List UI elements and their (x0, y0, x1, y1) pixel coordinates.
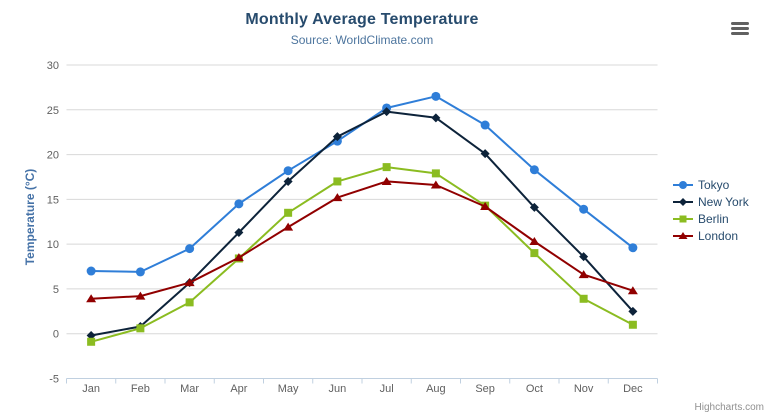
point-new-york-sep[interactable] (480, 149, 490, 159)
point-berlin-jan[interactable] (87, 337, 96, 346)
legend-item-new-york[interactable]: New York (673, 193, 749, 210)
point-london-jun[interactable] (332, 193, 343, 202)
x-axis-label: Jun (329, 383, 347, 395)
y-axis-title: Temperature (°C) (23, 168, 37, 266)
hamburger-menu-icon (731, 22, 749, 25)
point-london-sep[interactable] (480, 202, 491, 211)
legend-label: New York (698, 194, 749, 209)
x-axis-label: May (278, 383, 299, 395)
point-london-apr[interactable] (233, 253, 244, 262)
legend-diamond (679, 197, 687, 206)
y-axis-label: 30 (47, 60, 59, 72)
point-tokyo-may[interactable] (283, 166, 293, 176)
x-axis-label: Mar (180, 383, 199, 395)
y-axis-label: 25 (47, 105, 59, 117)
point-new-york-jan[interactable] (86, 331, 96, 341)
point-london-nov[interactable] (578, 270, 589, 279)
point-tokyo-oct[interactable] (529, 165, 539, 175)
legend-label: Berlin (698, 211, 729, 226)
point-london-jul[interactable] (381, 176, 392, 185)
point-london-aug[interactable] (430, 180, 441, 189)
point-berlin-feb[interactable] (136, 324, 145, 333)
legend-marker-triangle-icon (673, 231, 693, 239)
legend: Tokyo New York Berlin London (673, 176, 749, 244)
hamburger-menu-icon (731, 32, 749, 35)
point-new-york-apr[interactable] (234, 227, 244, 237)
point-new-york-may[interactable] (283, 176, 293, 186)
x-axis-label: Apr (230, 383, 247, 395)
point-berlin-aug[interactable] (431, 169, 440, 178)
point-berlin-mar[interactable] (185, 298, 194, 307)
point-tokyo-feb[interactable] (135, 267, 145, 277)
point-berlin-dec[interactable] (628, 320, 637, 329)
y-axis-label: 0 (53, 329, 59, 341)
point-tokyo-apr[interactable] (234, 199, 244, 209)
legend-label: London (698, 228, 739, 243)
chart-subtitle: Source: WorldClimate.com (290, 33, 434, 47)
point-new-york-dec[interactable] (628, 306, 638, 316)
highcharts-credit[interactable]: Highcharts.com (694, 402, 764, 413)
point-london-jan[interactable] (86, 294, 97, 303)
x-axis-label: Feb (131, 383, 150, 395)
x-axis-label: Dec (623, 383, 643, 395)
chart-title: Monthly Average Temperature (245, 11, 479, 28)
y-axis-label: -5 (49, 374, 59, 386)
point-berlin-jun[interactable] (333, 177, 342, 186)
legend-circle (679, 180, 687, 189)
point-tokyo-aug[interactable] (431, 91, 441, 101)
x-axis-label: Aug (426, 383, 446, 395)
point-berlin-oct[interactable] (530, 249, 539, 258)
x-axis-label: Jul (380, 383, 394, 395)
legend-item-tokyo[interactable]: Tokyo (673, 176, 749, 193)
legend-square (679, 215, 687, 222)
point-london-mar[interactable] (184, 278, 195, 287)
point-tokyo-mar[interactable] (185, 244, 195, 254)
y-axis-label: 15 (47, 194, 59, 206)
x-axis-label: Jan (82, 383, 100, 395)
point-new-york-nov[interactable] (579, 252, 589, 262)
point-new-york-aug[interactable] (431, 113, 441, 123)
chart-context-menu-button[interactable] (731, 22, 749, 35)
point-new-york-oct[interactable] (529, 202, 539, 212)
point-london-dec[interactable] (627, 286, 638, 295)
point-tokyo-nov[interactable] (579, 204, 589, 214)
y-axis-label: 20 (47, 150, 59, 162)
point-london-feb[interactable] (135, 291, 146, 300)
point-berlin-nov[interactable] (579, 294, 588, 303)
y-axis-label: 5 (53, 284, 59, 296)
series-line-london (90, 180, 634, 300)
point-tokyo-jan[interactable] (86, 266, 96, 276)
x-axis-label: Nov (574, 383, 594, 395)
legend-label: Tokyo (698, 177, 730, 192)
legend-item-berlin[interactable]: Berlin (673, 210, 749, 227)
point-tokyo-dec[interactable] (628, 243, 638, 253)
series-line-berlin (90, 166, 634, 343)
point-berlin-may[interactable] (284, 208, 293, 217)
point-berlin-jul[interactable] (382, 163, 391, 172)
point-london-oct[interactable] (529, 236, 540, 245)
hamburger-menu-icon (731, 27, 749, 30)
legend-marker-square-icon (673, 215, 693, 222)
x-axis-label: Sep (475, 383, 495, 395)
legend-marker-circle-icon (673, 180, 693, 189)
legend-item-london[interactable]: London (673, 227, 749, 244)
series-line-new-york (90, 110, 634, 337)
series-line-tokyo (90, 95, 634, 273)
point-new-york-jul[interactable] (382, 107, 392, 117)
point-tokyo-sep[interactable] (480, 120, 490, 130)
point-new-york-jun[interactable] (332, 132, 342, 142)
y-axis-label: 10 (47, 239, 59, 251)
legend-marker-diamond-icon (673, 197, 693, 206)
x-axis-label: Oct (526, 383, 543, 395)
point-london-may[interactable] (283, 222, 294, 231)
legend-triangle (678, 231, 688, 239)
